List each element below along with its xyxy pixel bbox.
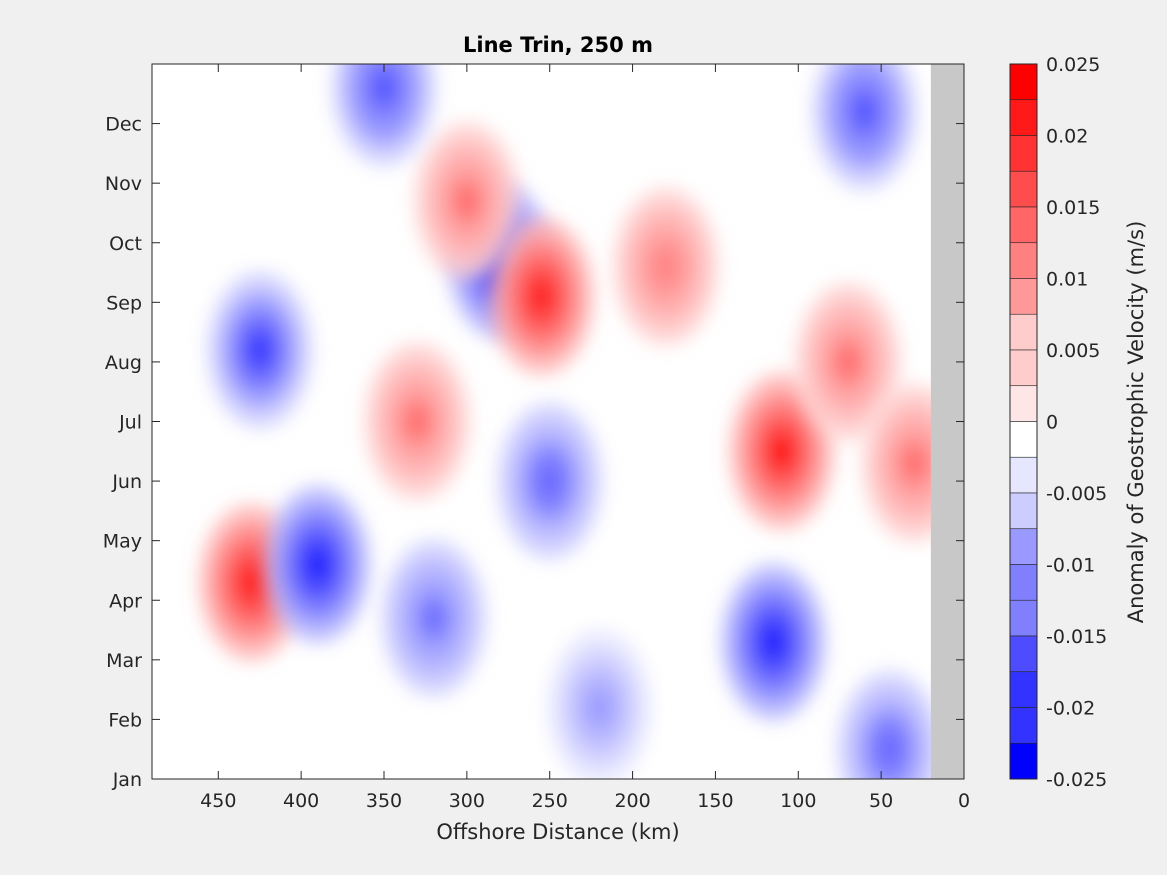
colorbar-swatch (1009, 63, 1038, 101)
y-tick-label: Jan (112, 769, 142, 791)
anomaly-blob (721, 563, 826, 720)
colorbar-tick-label: 0.01 (1046, 269, 1088, 291)
anomaly-level (586, 688, 613, 727)
y-tick-label: May (103, 531, 142, 553)
colorbar-swatch (1009, 206, 1038, 244)
colorbar-swatch (1009, 671, 1038, 708)
anomaly-blob (729, 373, 834, 530)
x-tick-label: 100 (780, 790, 816, 812)
anomaly-field (199, 64, 964, 779)
colorbar-swatch (1009, 349, 1038, 387)
colorbar-tick-label: -0.025 (1046, 769, 1107, 791)
colorbar-swatch (1009, 635, 1038, 673)
y-tick-label: Sep (106, 292, 142, 314)
colorbar-swatch (1009, 278, 1038, 315)
y-axis: Jan Feb Mar Apr May Jun Jul Aug Sep Oct Nov Dec (103, 114, 964, 791)
anomaly-blob (332, 64, 436, 166)
chart-title: Line Trin, 250 m (463, 33, 653, 57)
y-tick-label: Jul (118, 412, 142, 434)
anomaly-level (652, 247, 679, 287)
colorbar-tick-label: 0.025 (1046, 54, 1100, 76)
colorbar-swatch (1009, 528, 1038, 565)
anomaly-level (420, 598, 447, 638)
colorbar-swatch (1009, 707, 1038, 744)
colorbar-swatch (1009, 599, 1038, 637)
anomaly-level (536, 461, 563, 501)
anomaly-level (404, 402, 431, 441)
anomaly-level (851, 92, 878, 132)
anomaly-blob (497, 403, 602, 560)
anomaly-level (453, 181, 480, 221)
colorbar-tick-label: -0.015 (1046, 626, 1107, 648)
x-tick-label: 450 (200, 790, 236, 812)
colorbar-tick-label: 0.015 (1046, 197, 1100, 219)
colorbar-label: Anomaly of Geostrophic Velocity (m/s) (1124, 221, 1148, 624)
x-tick-label: 350 (366, 790, 402, 812)
colorbar-swatch (1009, 242, 1038, 279)
anomaly-blob (613, 188, 718, 345)
colorbar-swatch (1009, 170, 1038, 208)
x-tick-label: 400 (283, 790, 319, 812)
colorbar-tick-label: -0.005 (1046, 483, 1107, 505)
colorbar-tick-label: -0.02 (1046, 698, 1095, 720)
y-tick-label: Oct (109, 233, 142, 255)
anomaly-blob (381, 540, 486, 697)
anomaly-level (876, 729, 903, 769)
anomaly-level (768, 431, 795, 471)
colorbar-swatch (1009, 385, 1038, 422)
colorbar-swatch (1009, 492, 1038, 530)
anomaly-level (760, 622, 787, 662)
colorbar-swatch (1009, 135, 1038, 172)
colorbar-tick-label: -0.01 (1046, 555, 1095, 577)
anomaly-level (528, 276, 555, 316)
x-axis-label: Offshore Distance (km) (436, 820, 679, 844)
colorbar: 0.025 0.02 0.015 0.01 0.005 0 -0.005 -0.01 -0.01… (1009, 54, 1107, 791)
colorbar-swatch (1009, 456, 1038, 494)
x-tick-label: 300 (449, 790, 485, 812)
anomaly-blob (837, 671, 942, 779)
y-tick-label: Feb (108, 709, 142, 731)
y-tick-label: Jun (111, 471, 142, 493)
colorbar-tick-label: 0 (1046, 412, 1058, 434)
colorbar-swatch (1009, 421, 1038, 458)
anomaly-level (901, 443, 928, 483)
x-axis: 450 400 350 300 250 200 150 100 50 0 (200, 64, 970, 812)
anomaly-blob (365, 343, 470, 500)
anomaly-blob (265, 486, 370, 643)
anomaly-blob (489, 218, 594, 375)
colorbar-frame (1009, 63, 1038, 780)
colorbar-swatch (1009, 313, 1038, 351)
colorbar-swatch (1009, 99, 1038, 136)
anomaly-level (304, 545, 331, 584)
colorbar-tick-label: 0.005 (1046, 340, 1100, 362)
anomaly-blob (547, 629, 652, 779)
x-tick-label: 200 (614, 790, 650, 812)
y-tick-label: Nov (105, 173, 142, 195)
y-tick-label: Mar (106, 650, 142, 672)
anomaly-level (371, 68, 397, 108)
anomaly-blob (414, 123, 519, 280)
anomaly-level (238, 562, 265, 602)
x-tick-label: 50 (869, 790, 893, 812)
colorbar-tick-label: 0.02 (1046, 126, 1088, 148)
colorbar-swatch (1009, 564, 1038, 601)
anomaly-level (835, 342, 861, 382)
x-tick-label: 250 (532, 790, 568, 812)
anomaly-blob (796, 283, 900, 440)
anomaly-blob (812, 64, 917, 190)
anomaly-level (246, 330, 273, 370)
colorbar-swatch (1009, 742, 1038, 780)
y-tick-label: Apr (109, 590, 142, 612)
anomaly-blob (207, 272, 312, 428)
y-tick-label: Aug (105, 352, 142, 374)
x-tick-label: 0 (958, 790, 970, 812)
y-tick-label: Dec (105, 114, 142, 136)
x-tick-label: 150 (697, 790, 733, 812)
